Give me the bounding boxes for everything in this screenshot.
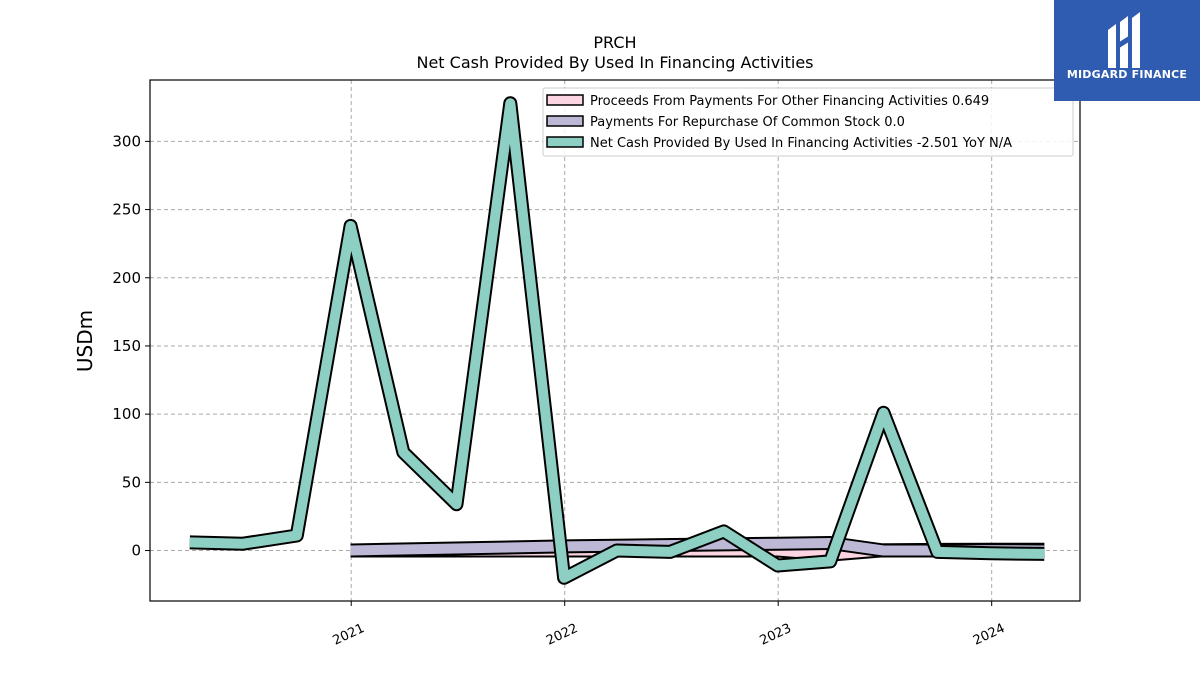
brand-logo: MIDGARD FINANCE xyxy=(1054,0,1200,101)
y-tick-label: 300 xyxy=(112,132,141,150)
legend-entry-label: Proceeds From Payments For Other Financi… xyxy=(590,94,989,109)
legend: Proceeds From Payments For Other Financi… xyxy=(542,87,1074,157)
chart-title: PRCH xyxy=(593,33,636,52)
x-tick-label: 2024 xyxy=(971,621,1007,649)
y-tick-label: 200 xyxy=(112,269,141,287)
logo-mark-icon xyxy=(1108,12,1140,68)
x-tick-label: 2023 xyxy=(758,621,794,649)
y-tick-label: 150 xyxy=(112,337,141,355)
y-axis-label: USDm xyxy=(73,310,97,372)
legend-entry-label: Payments For Repurchase Of Common Stock … xyxy=(590,115,905,130)
x-tick-label: 2022 xyxy=(544,621,580,649)
chart-subtitle: Net Cash Provided By Used In Financing A… xyxy=(416,53,813,72)
legend-swatch xyxy=(546,115,584,127)
y-tick-label: 100 xyxy=(112,405,141,423)
legend-swatch xyxy=(546,94,584,106)
series-line xyxy=(189,98,1045,583)
y-tick-label: 0 xyxy=(131,542,141,560)
y-tick-label: 50 xyxy=(122,473,141,491)
logo-text: MIDGARD FINANCE xyxy=(1066,68,1188,81)
grid-lines xyxy=(150,80,1080,601)
legend-box xyxy=(542,87,1074,157)
y-tick-label: 250 xyxy=(112,201,141,219)
series-3 xyxy=(189,96,1045,585)
series-layer xyxy=(189,96,1045,585)
x-tick-label: 2021 xyxy=(331,621,367,649)
legend-swatch xyxy=(546,136,584,148)
legend-entry-label: Net Cash Provided By Used In Financing A… xyxy=(590,136,1012,151)
plot-frame xyxy=(149,79,1081,602)
